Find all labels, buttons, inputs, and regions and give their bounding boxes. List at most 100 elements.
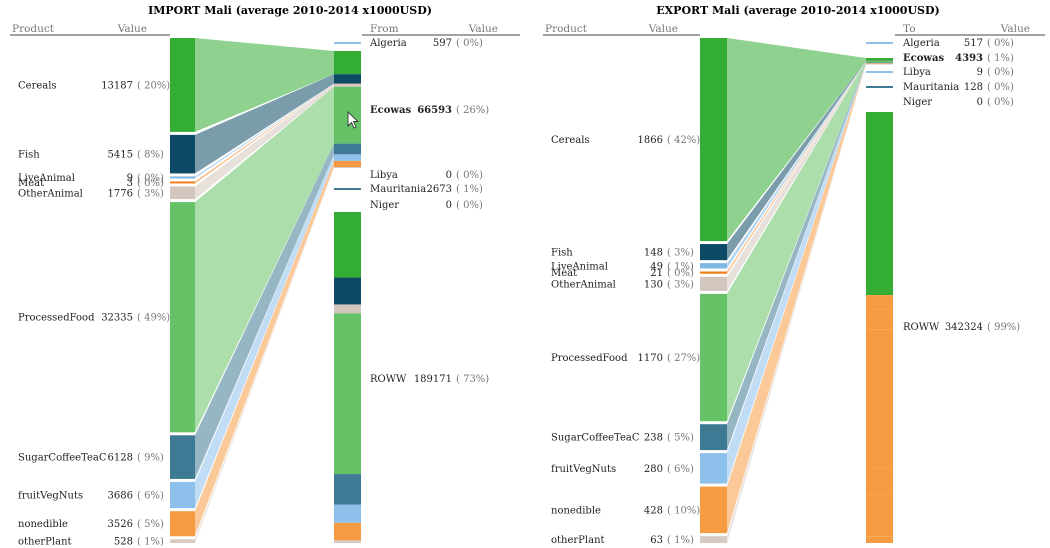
export-flow-fish (727, 60, 866, 261)
export-partner-segment-fruitvegnuts[interactable] (866, 62, 893, 64)
export-product-pct-liveanimal: ( 1%) (667, 261, 694, 272)
export-roww-segment-otheranimal[interactable] (866, 316, 893, 330)
import-bar-fruitvegnuts[interactable] (170, 481, 195, 509)
import-product-pct-meat: ( 0%) (137, 178, 164, 189)
import-partner-pct-niger: ( 0%) (456, 200, 483, 211)
export-bar-processedfood[interactable] (700, 293, 727, 422)
import-bar-meat[interactable] (170, 181, 195, 184)
export-partner-bars (866, 42, 893, 543)
import-product-value-fish: 5415 (108, 150, 133, 161)
import-bar-fish[interactable] (170, 134, 195, 174)
import-bar-liveanimal[interactable] (170, 176, 195, 179)
import-product-label-cereals: Cereals (18, 80, 57, 91)
import-roww-segment-processedfood[interactable] (334, 313, 361, 475)
export-flow-sugarcoffeeteac (727, 62, 866, 451)
export-bar-otheranimal[interactable] (700, 276, 727, 291)
export-roww-segment-meat[interactable] (866, 314, 893, 317)
import-roww-segment-cereals[interactable] (334, 212, 361, 278)
import-partner-segment-sugarcoffeeteac[interactable] (334, 143, 361, 155)
import-partner-segment-processedfood[interactable] (334, 86, 361, 144)
export-product-value-otherplant: 63 (650, 535, 663, 546)
import-bar-otheranimal[interactable] (170, 186, 195, 200)
import-partner-segment-fish[interactable] (334, 74, 361, 84)
import-partner-segment-nonedible[interactable] (334, 160, 361, 168)
export-roww-segment-fruitvegnuts[interactable] (866, 467, 893, 495)
export-roww-segment-fish[interactable] (866, 295, 893, 310)
import-partner-segment-fruitvegnuts[interactable] (334, 154, 361, 161)
export-flow-liveanimal (727, 60, 866, 269)
export-product-label-nonedible: nonedible (551, 505, 601, 516)
import-roww-segment-otherplant[interactable] (334, 540, 361, 543)
import-product-pct-fruitvegnuts: ( 6%) (137, 491, 164, 502)
import-roww-segment-fish[interactable] (334, 277, 361, 305)
export-bar-sugarcoffeeteac[interactable] (700, 424, 727, 451)
import-product-value-meat: 3 (127, 178, 133, 189)
export-bar-fruitvegnuts[interactable] (700, 453, 727, 484)
import-partner-pct-mauritania: ( 1%) (456, 184, 483, 195)
import-partner-segment-cereals[interactable] (334, 51, 361, 75)
export-partner-pct-niger: ( 0%) (987, 97, 1014, 108)
export-roww-segment-otherplant[interactable] (866, 536, 893, 543)
import-col-value: Value (117, 23, 147, 35)
export-product-label-otheranimal: OtherAnimal (551, 279, 616, 290)
export-product-value-otheranimal: 130 (644, 279, 663, 290)
import-partner-segment-otheranimal[interactable] (334, 83, 361, 87)
export-partner-segment-otherplant[interactable] (866, 63, 893, 65)
export-partner-bar-mauritania[interactable] (866, 86, 893, 88)
import-product-label-fish: Fish (18, 150, 40, 161)
export-partner-segment-nonedible[interactable] (866, 63, 893, 64)
export-partner-value-niger: 0 (977, 97, 983, 108)
export-flow-cereals (727, 38, 866, 242)
import-roww-segment-fruitvegnuts[interactable] (334, 504, 361, 523)
import-bar-cereals[interactable] (170, 38, 195, 132)
import-bar-otherplant[interactable] (170, 539, 195, 544)
import-flow-cereals (195, 38, 334, 132)
export-partner-bar-algeria[interactable] (866, 42, 893, 44)
import-flow-fruitvegnuts (195, 154, 334, 509)
export-partner-value-roww: 342324 (945, 322, 983, 333)
export-partner-label-niger: Niger (903, 97, 932, 108)
import-bar-processedfood[interactable] (170, 202, 195, 433)
import-product-value-sugarcoffeeteac: 6128 (108, 453, 133, 464)
export-roww-segment-cereals[interactable] (866, 112, 893, 296)
export-partner-label-algeria: Algeria (902, 38, 940, 49)
export-partner-value-libya: 9 (977, 67, 983, 78)
export-bar-meat[interactable] (700, 271, 727, 274)
import-roww-segment-otheranimal[interactable] (334, 304, 361, 314)
import-flow-otherplant (195, 167, 334, 544)
export-product-value-nonedible: 428 (644, 505, 663, 516)
import-partner-bar-mauritania[interactable] (334, 188, 361, 190)
export-product-label-fish: Fish (551, 248, 573, 259)
import-partner-bars (334, 42, 361, 543)
export-product-label-otherplant: otherPlant (551, 535, 605, 546)
export-bar-fish[interactable] (700, 244, 727, 261)
import-flows (195, 38, 334, 544)
export-bar-otherplant[interactable] (700, 536, 727, 543)
import-partner-bar-algeria[interactable] (334, 42, 361, 44)
export-roww-segment-sugarcoffeeteac[interactable] (866, 444, 893, 468)
import-product-label-processedfood: ProcessedFood (18, 313, 95, 324)
export-product-value-meat: 21 (650, 268, 663, 279)
export-roww-segment-nonedible[interactable] (866, 494, 893, 537)
export-partner-segment-sugarcoffeeteac[interactable] (866, 62, 893, 64)
import-roww-segment-sugarcoffeeteac[interactable] (334, 474, 361, 505)
import-partner-value-libya: 0 (446, 170, 452, 181)
export-product-label-cereals: Cereals (551, 135, 590, 146)
import-bar-nonedible[interactable] (170, 511, 195, 537)
import-flow-liveanimal (195, 83, 334, 179)
export-flow-meat (727, 60, 866, 274)
export-bar-liveanimal[interactable] (700, 263, 727, 269)
export-product-label-fruitvegnuts: fruitVegNuts (551, 464, 616, 475)
export-product-label-meat: Meat (551, 268, 577, 279)
import-roww-segment-nonedible[interactable] (334, 522, 361, 541)
export-product-pct-fruitvegnuts: ( 6%) (667, 464, 694, 475)
export-partner-bar-libya[interactable] (866, 71, 893, 73)
export-bar-cereals[interactable] (700, 38, 727, 242)
import-bar-sugarcoffeeteac[interactable] (170, 435, 195, 479)
export-roww-segment-liveanimal[interactable] (866, 309, 893, 315)
export-partner-segment-cereals[interactable] (866, 58, 893, 61)
export-roww-segment-processedfood[interactable] (866, 329, 893, 445)
export-bar-nonedible[interactable] (700, 486, 727, 534)
export-partner-segment-processedfood[interactable] (866, 61, 893, 63)
import-partner-segment-otherplant[interactable] (334, 167, 361, 168)
